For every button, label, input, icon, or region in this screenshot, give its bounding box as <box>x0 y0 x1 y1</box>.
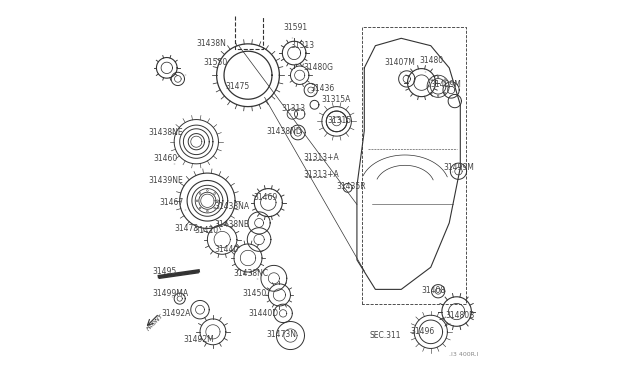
Text: 31436: 31436 <box>311 84 335 93</box>
Text: 31480: 31480 <box>420 56 444 65</box>
Text: 31438NC: 31438NC <box>233 269 268 278</box>
Text: 31492M: 31492M <box>184 335 214 344</box>
Text: 31473N: 31473N <box>266 330 296 339</box>
Text: 31438ND: 31438ND <box>266 127 302 136</box>
Text: SEC.311: SEC.311 <box>370 331 401 340</box>
Text: 31467: 31467 <box>159 198 184 207</box>
Text: 31591: 31591 <box>283 23 307 32</box>
Text: 31499MA: 31499MA <box>152 289 188 298</box>
Text: 31438NE: 31438NE <box>148 128 183 137</box>
Text: 31313: 31313 <box>281 104 305 113</box>
Text: 31315A: 31315A <box>322 95 351 104</box>
Text: 31440: 31440 <box>215 245 239 254</box>
Text: 31480B: 31480B <box>445 311 475 320</box>
Text: 31438N: 31438N <box>196 39 226 48</box>
Text: 31435R: 31435R <box>337 182 366 191</box>
Text: 31438NA: 31438NA <box>215 202 250 211</box>
Text: 31495: 31495 <box>152 267 176 276</box>
Text: 31439NE: 31439NE <box>148 176 183 185</box>
Text: 31438NB: 31438NB <box>215 220 250 229</box>
Text: 31409M: 31409M <box>431 80 461 89</box>
Text: 31313+A: 31313+A <box>303 153 339 162</box>
Text: 31407M: 31407M <box>385 58 415 67</box>
Text: FRONT: FRONT <box>147 313 165 332</box>
Text: 31315: 31315 <box>328 116 351 125</box>
Text: 31496: 31496 <box>410 327 435 336</box>
Text: 31313: 31313 <box>291 41 315 50</box>
Text: 31480G: 31480G <box>303 63 333 72</box>
Text: 31492A: 31492A <box>161 309 191 318</box>
Text: 31313+A: 31313+A <box>303 170 339 179</box>
Text: .I3 400R.I: .I3 400R.I <box>449 352 479 357</box>
Text: 31450: 31450 <box>243 289 267 298</box>
Text: 31499M: 31499M <box>444 163 475 172</box>
Text: 31473: 31473 <box>174 224 198 233</box>
Text: 31420: 31420 <box>195 226 219 235</box>
Text: 31469: 31469 <box>253 193 278 202</box>
Text: 31475: 31475 <box>226 82 250 91</box>
Text: 31440D: 31440D <box>248 309 278 318</box>
Text: 31550: 31550 <box>204 58 228 67</box>
Text: 31460: 31460 <box>154 154 178 163</box>
Text: 31408: 31408 <box>422 286 445 295</box>
